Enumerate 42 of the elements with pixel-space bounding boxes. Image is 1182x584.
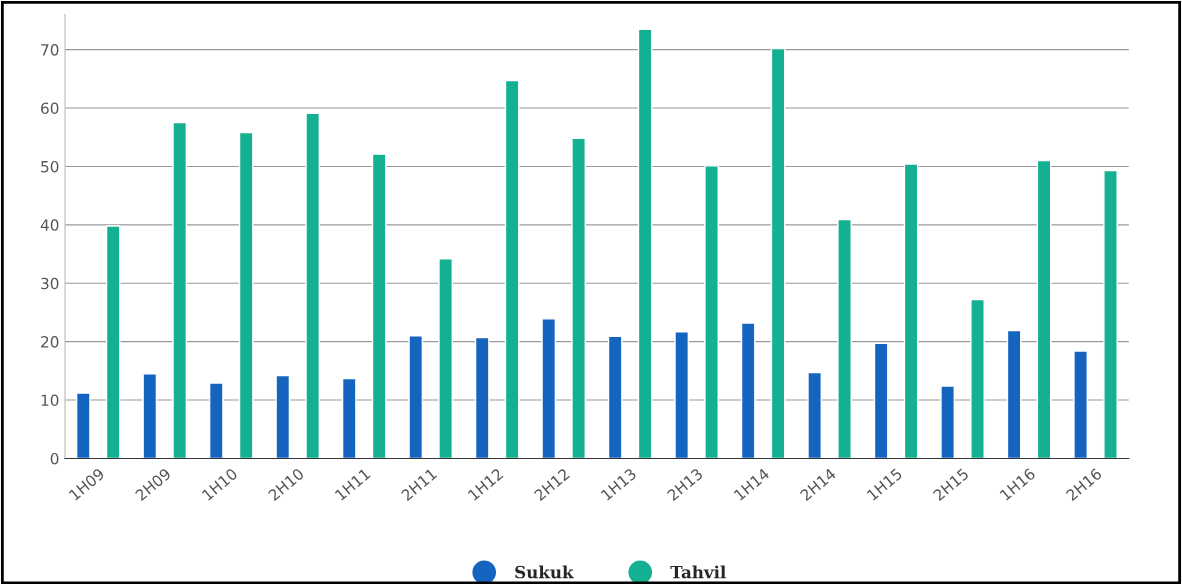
- bar: [238, 131, 254, 459]
- bar: [408, 335, 424, 459]
- bar: [940, 385, 955, 459]
- bar: [504, 79, 520, 459]
- bar: [341, 377, 357, 459]
- bar: [438, 258, 453, 459]
- bar: [474, 336, 490, 459]
- bar: [75, 392, 91, 459]
- bar: [105, 225, 121, 459]
- legend-label: Tahvil: [670, 565, 726, 579]
- bar: [740, 322, 756, 459]
- bar: [674, 331, 690, 459]
- bar: [571, 137, 586, 459]
- bar: [1036, 159, 1052, 459]
- y-tick-label: 40: [40, 219, 59, 231]
- bar: [873, 342, 889, 459]
- bar: [172, 121, 188, 459]
- bar: [541, 318, 557, 459]
- bar: [275, 374, 291, 459]
- bar: [1103, 169, 1118, 459]
- bar: [208, 382, 224, 459]
- y-tick-label: 10: [41, 394, 59, 407]
- y-tick-label: 50: [41, 160, 59, 173]
- bar: [807, 371, 823, 459]
- y-tick-label: 70: [41, 44, 59, 56]
- y-tick-label: 30: [41, 277, 59, 290]
- y-tick-label: 0: [50, 452, 59, 465]
- y-tick-label: 20: [41, 336, 59, 348]
- bar: [637, 28, 653, 459]
- bar: [305, 112, 321, 459]
- bar: [903, 163, 919, 459]
- bar: [837, 218, 852, 459]
- y-tick-label: 60: [41, 102, 59, 115]
- bar: [704, 165, 719, 459]
- bar: [607, 335, 623, 459]
- legend-label: Sukuk: [515, 565, 574, 579]
- bar: [371, 153, 387, 459]
- bar: [770, 47, 786, 459]
- bar: [142, 373, 158, 459]
- bar: [970, 298, 985, 459]
- bar: [1073, 350, 1088, 459]
- bar: [1006, 329, 1022, 459]
